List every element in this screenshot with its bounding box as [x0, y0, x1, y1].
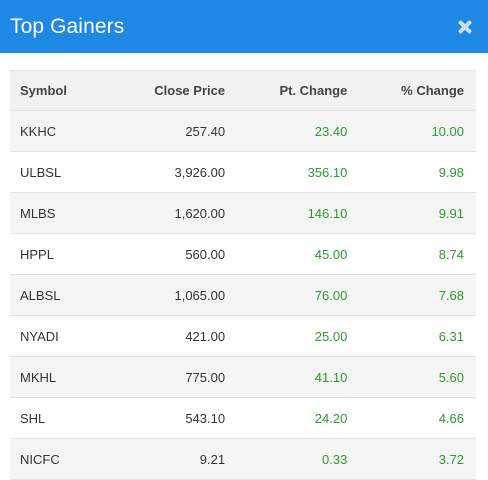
pt-change-cell: 45.00 — [226, 233, 349, 275]
symbol-cell: NICFC — [10, 438, 128, 480]
pt-change-cell: 0.33 — [226, 438, 349, 480]
close-price-cell: 775.00 — [127, 356, 227, 398]
symbol-cell: ULBSL — [10, 151, 128, 193]
pct-change-cell: 9.91 — [348, 192, 476, 234]
table-header-row: Symbol Close Price Pt. Change % Change — [10, 70, 476, 111]
pt-change-cell: 356.10 — [226, 151, 349, 193]
pct-change-cell: 9.98 — [348, 151, 476, 193]
close-price-cell: 257.40 — [127, 110, 227, 152]
symbol-cell: KKHC — [10, 110, 128, 152]
pct-change-cell: 5.60 — [348, 356, 476, 398]
close-price-cell: 543.10 — [127, 397, 227, 439]
table-row[interactable]: NICFC 9.21 0.33 3.72 — [10, 438, 476, 480]
close-price-cell: 9.21 — [127, 438, 227, 480]
symbol-cell: MKHL — [10, 356, 128, 398]
symbol-cell: NYADI — [10, 315, 128, 357]
column-header-pct-change[interactable]: % Change — [348, 70, 476, 111]
pt-change-cell: 25.00 — [226, 315, 349, 357]
top-gainers-modal: Top Gainers Symbol Close Price Pt. Chang… — [0, 0, 488, 463]
close-price-cell: 1,620.00 — [127, 192, 227, 234]
pct-change-cell: 10.00 — [348, 110, 476, 152]
symbol-cell: MLBS — [10, 192, 128, 234]
column-header-close-price[interactable]: Close Price — [127, 70, 227, 111]
modal-header: Top Gainers — [0, 0, 488, 53]
close-price-cell: 421.00 — [127, 315, 227, 357]
close-icon[interactable] — [456, 18, 474, 36]
column-header-pt-change[interactable]: Pt. Change — [226, 70, 349, 111]
pt-change-cell: 24.20 — [226, 397, 349, 439]
pt-change-cell: 23.40 — [226, 110, 349, 152]
table-row[interactable]: ALBSL 1,065.00 76.00 7.68 — [10, 274, 476, 316]
table-row[interactable]: NYADI 421.00 25.00 6.31 — [10, 315, 476, 357]
pct-change-cell: 8.74 — [348, 233, 476, 275]
symbol-cell: HPPL — [10, 233, 128, 275]
gainers-table: Symbol Close Price Pt. Change % Change K… — [10, 70, 476, 480]
pct-change-cell: 7.68 — [348, 274, 476, 316]
close-price-cell: 3,926.00 — [127, 151, 227, 193]
pt-change-cell: 76.00 — [226, 274, 349, 316]
table-row[interactable]: MLBS 1,620.00 146.10 9.91 — [10, 192, 476, 234]
pct-change-cell: 3.72 — [348, 438, 476, 480]
table-row[interactable]: HPPL 560.00 45.00 8.74 — [10, 233, 476, 275]
table-row[interactable]: SHL 543.10 24.20 4.66 — [10, 397, 476, 439]
pt-change-cell: 41.10 — [226, 356, 349, 398]
column-header-symbol[interactable]: Symbol — [10, 70, 128, 111]
symbol-cell: SHL — [10, 397, 128, 439]
table-body: KKHC 257.40 23.40 10.00 ULBSL 3,926.00 356.10 9… — [10, 110, 476, 480]
symbol-cell: ALBSL — [10, 274, 128, 316]
pct-change-cell: 4.66 — [348, 397, 476, 439]
close-price-cell: 1,065.00 — [127, 274, 227, 316]
modal-title: Top Gainers — [10, 14, 125, 38]
pt-change-cell: 146.10 — [226, 192, 349, 234]
gainers-table-container: Symbol Close Price Pt. Change % Change K… — [10, 70, 476, 480]
pct-change-cell: 6.31 — [348, 315, 476, 357]
close-price-cell: 560.00 — [127, 233, 227, 275]
table-row[interactable]: ULBSL 3,926.00 356.10 9.98 — [10, 151, 476, 193]
table-row[interactable]: KKHC 257.40 23.40 10.00 — [10, 110, 476, 152]
table-row[interactable]: MKHL 775.00 41.10 5.60 — [10, 356, 476, 398]
